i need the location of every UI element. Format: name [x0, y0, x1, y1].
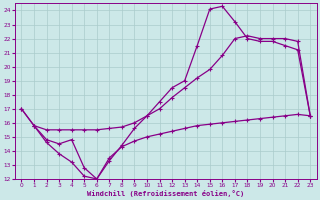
X-axis label: Windchill (Refroidissement éolien,°C): Windchill (Refroidissement éolien,°C) — [87, 190, 244, 197]
